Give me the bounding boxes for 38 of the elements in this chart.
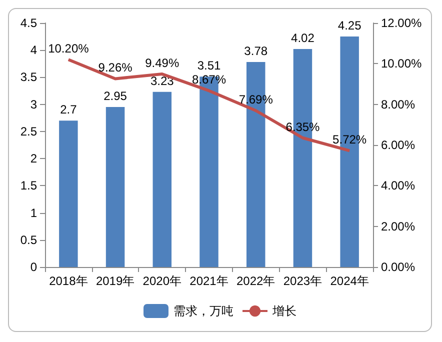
data-label: 4.25 [338,18,362,33]
y-tick-label: 1.5 [20,178,38,193]
y2-tick-label: 2.00% [381,219,416,234]
x-tick-label: 2024年 [330,274,369,288]
data-label: 2.7 [60,102,78,117]
y2-tick-label: 12.00% [381,16,422,30]
data-label: 3.51 [197,58,221,73]
legend-label: 需求，万吨 [174,304,234,318]
bar [106,107,125,267]
y-tick-label: 3 [30,97,38,112]
data-label: 10.20% [48,42,90,56]
y-tick-label: 2 [30,152,38,166]
x-tick-label: 2020年 [142,274,182,288]
data-label: 3.78 [244,44,268,58]
bar [59,120,78,267]
x-tick-label: 2022年 [236,274,276,288]
y-tick-label: 0 [30,260,38,274]
x-tick-label: 2023年 [283,274,322,288]
y2-tick-label: 8.00% [381,97,416,112]
y-tick-label: 0.5 [20,232,38,247]
y-tick-label: 3.5 [20,70,38,84]
y2-tick-label: 4.00% [381,178,416,193]
legend-label: 增长 [272,304,296,318]
y2-tick-label: 0.00% [381,260,416,274]
data-label: 4.02 [291,31,315,46]
y-tick-label: 4.5 [20,16,38,30]
x-tick-label: 2018年 [49,274,88,288]
data-label: 9.49% [145,56,180,70]
data-label: 9.26% [98,60,133,75]
y2-tick-label: 10.00% [381,56,422,71]
y-tick-label: 2.5 [20,124,38,138]
x-tick-label: 2019年 [96,274,135,288]
data-label: 2.95 [104,89,128,104]
y2-tick-label: 6.00% [381,138,416,152]
bar [152,92,172,267]
y-tick-label: 1 [30,206,38,220]
y-tick-label: 4 [30,43,38,58]
x-tick-label: 2021年 [190,274,228,288]
